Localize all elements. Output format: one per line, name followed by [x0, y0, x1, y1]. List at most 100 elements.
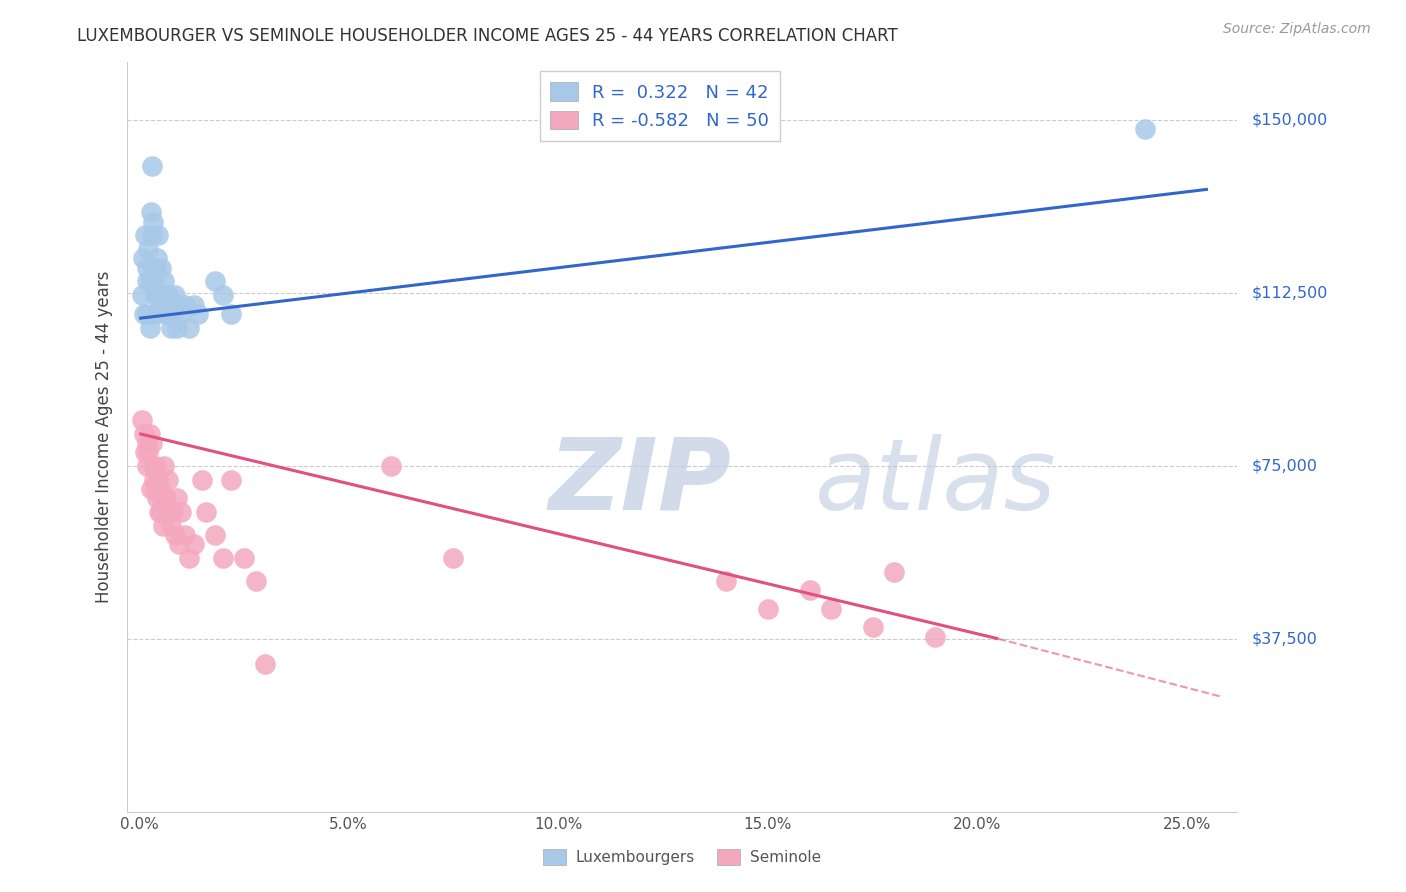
- Point: [152, 519, 174, 533]
- Point: [174, 528, 197, 542]
- Point: [134, 445, 156, 459]
- Point: [145, 260, 167, 275]
- Point: [141, 260, 163, 275]
- Point: [1133, 122, 1156, 136]
- Point: [163, 288, 186, 302]
- Point: [142, 275, 165, 289]
- Point: [443, 551, 465, 566]
- Point: [157, 473, 180, 487]
- Point: [380, 458, 402, 473]
- Text: ZIP: ZIP: [548, 434, 731, 531]
- Point: [820, 602, 842, 616]
- Legend: Luxembourgers, Seminole: Luxembourgers, Seminole: [537, 843, 827, 871]
- Point: [150, 491, 173, 505]
- Point: [221, 473, 243, 487]
- Point: [212, 551, 235, 566]
- Point: [159, 320, 181, 334]
- Point: [179, 320, 201, 334]
- Point: [141, 159, 163, 173]
- Text: atlas: atlas: [815, 434, 1057, 531]
- Point: [141, 214, 163, 228]
- Point: [883, 565, 905, 579]
- Text: $150,000: $150,000: [1251, 112, 1327, 128]
- Point: [138, 242, 160, 256]
- Point: [221, 307, 243, 321]
- Point: [155, 491, 177, 505]
- Point: [153, 275, 176, 289]
- Point: [232, 551, 254, 566]
- Point: [134, 426, 156, 441]
- Point: [253, 657, 276, 672]
- Point: [138, 275, 160, 289]
- Text: $75,000: $75,000: [1251, 458, 1317, 474]
- Point: [245, 574, 267, 589]
- Point: [170, 307, 193, 321]
- Point: [204, 275, 226, 289]
- Point: [149, 297, 172, 311]
- Text: $112,500: $112,500: [1251, 285, 1327, 301]
- Y-axis label: Householder Income Ages 25 - 44 years: Householder Income Ages 25 - 44 years: [96, 271, 114, 603]
- Text: Source: ZipAtlas.com: Source: ZipAtlas.com: [1223, 22, 1371, 37]
- Text: $37,500: $37,500: [1251, 632, 1317, 647]
- Point: [148, 288, 170, 302]
- Point: [179, 551, 201, 566]
- Point: [135, 275, 157, 289]
- Point: [183, 537, 205, 551]
- Point: [162, 505, 184, 519]
- Point: [136, 307, 159, 321]
- Point: [149, 505, 172, 519]
- Point: [153, 458, 176, 473]
- Point: [138, 445, 160, 459]
- Text: LUXEMBOURGER VS SEMINOLE HOUSEHOLDER INCOME AGES 25 - 44 YEARS CORRELATION CHART: LUXEMBOURGER VS SEMINOLE HOUSEHOLDER INC…: [77, 27, 898, 45]
- Point: [149, 260, 172, 275]
- Point: [166, 491, 188, 505]
- Point: [156, 505, 179, 519]
- Point: [159, 519, 181, 533]
- Point: [135, 435, 157, 450]
- Point: [141, 458, 163, 473]
- Point: [139, 205, 162, 219]
- Point: [204, 528, 226, 542]
- Point: [155, 307, 177, 321]
- Point: [183, 297, 205, 311]
- Point: [134, 307, 156, 321]
- Point: [150, 288, 173, 302]
- Point: [145, 307, 167, 321]
- Point: [142, 473, 165, 487]
- Point: [143, 288, 166, 302]
- Point: [166, 320, 188, 334]
- Point: [756, 602, 779, 616]
- Point: [167, 297, 190, 311]
- Point: [157, 288, 180, 302]
- Point: [191, 473, 214, 487]
- Point: [141, 228, 163, 243]
- Point: [131, 288, 153, 302]
- Point: [162, 307, 184, 321]
- Point: [187, 307, 209, 321]
- Point: [146, 473, 169, 487]
- Point: [139, 482, 162, 496]
- Point: [136, 260, 159, 275]
- Point: [136, 458, 159, 473]
- Point: [138, 426, 160, 441]
- Point: [145, 458, 167, 473]
- Point: [149, 482, 172, 496]
- Point: [146, 228, 169, 243]
- Point: [195, 505, 218, 519]
- Point: [138, 320, 160, 334]
- Point: [799, 583, 821, 598]
- Point: [163, 528, 186, 542]
- Point: [174, 297, 197, 311]
- Point: [862, 620, 884, 634]
- Point: [141, 435, 163, 450]
- Point: [132, 252, 155, 266]
- Point: [170, 505, 193, 519]
- Point: [148, 505, 170, 519]
- Point: [212, 288, 235, 302]
- Point: [924, 630, 946, 644]
- Point: [167, 537, 190, 551]
- Point: [714, 574, 737, 589]
- Point: [145, 491, 167, 505]
- Point: [134, 228, 156, 243]
- Point: [143, 482, 166, 496]
